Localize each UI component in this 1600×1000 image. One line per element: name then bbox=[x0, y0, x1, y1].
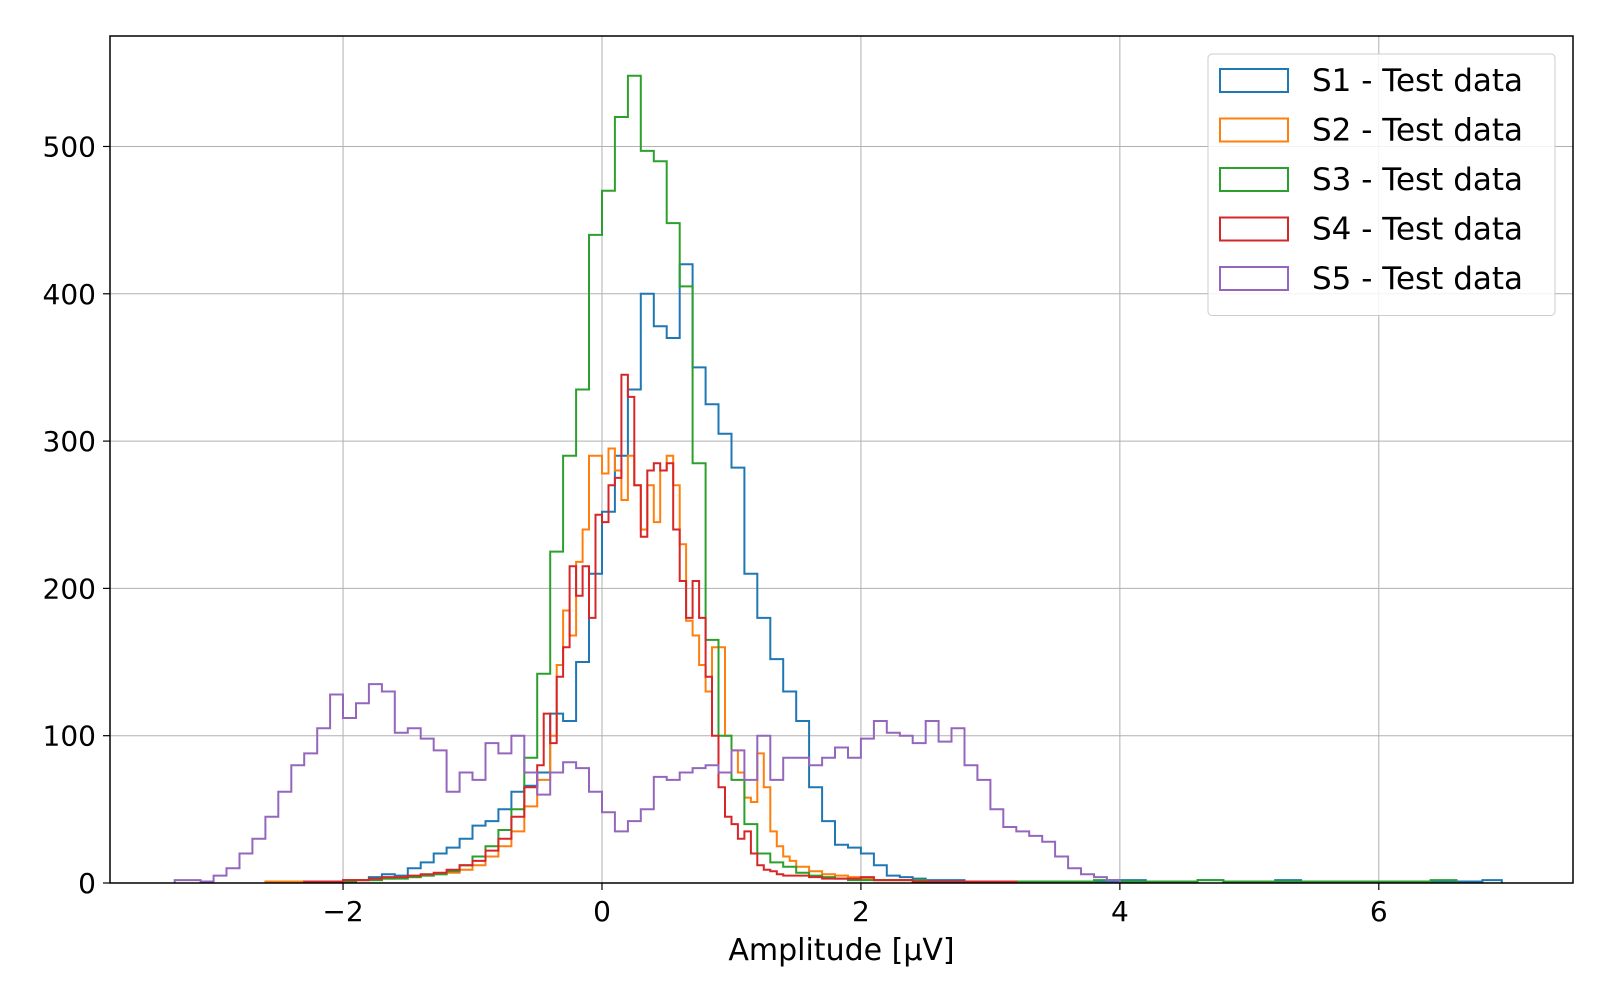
y-tick-label: 100 bbox=[43, 720, 96, 753]
y-tick-label: 500 bbox=[43, 130, 96, 163]
y-tick-label: 200 bbox=[43, 572, 96, 605]
legend-entry-label: S1 - Test data bbox=[1312, 63, 1523, 99]
legend: S1 - Test data S2 - Test data S3 - Test da… bbox=[1207, 53, 1556, 316]
x-tick-label: 6 bbox=[1370, 895, 1388, 928]
x-tick-label: 0 bbox=[593, 895, 611, 928]
legend-swatch bbox=[1219, 68, 1289, 93]
histogram-series bbox=[173, 74, 1503, 883]
axis-ticks: −2 0 2 4 6 0 100 200 300 400 500 bbox=[43, 130, 1388, 928]
series-1-histogram bbox=[290, 263, 1503, 883]
x-axis-label: Amplitude [μV] bbox=[728, 933, 954, 968]
x-tick-label: −2 bbox=[322, 895, 363, 928]
series-4-histogram bbox=[303, 373, 1018, 883]
y-tick-label: 0 bbox=[78, 867, 96, 900]
legend-entry-label: S5 - Test data bbox=[1312, 261, 1523, 297]
y-tick-label: 400 bbox=[43, 278, 96, 311]
legend-entry-label: S4 - Test data bbox=[1312, 212, 1523, 248]
legend-box bbox=[1207, 53, 1556, 316]
y-tick-label: 300 bbox=[43, 425, 96, 458]
legend-swatch bbox=[1219, 266, 1289, 291]
legend-swatch bbox=[1219, 167, 1289, 192]
legend-swatch bbox=[1219, 216, 1289, 242]
series-5-histogram bbox=[173, 683, 1121, 883]
legend-entry-label: S2 - Test data bbox=[1312, 113, 1523, 149]
x-tick-label: 4 bbox=[1111, 895, 1129, 928]
series-2-histogram bbox=[264, 447, 992, 883]
x-tick-label: 2 bbox=[852, 895, 870, 928]
legend-swatch bbox=[1219, 117, 1289, 143]
legend-entry-label: S3 - Test data bbox=[1312, 162, 1523, 198]
plot-frame bbox=[109, 35, 1574, 884]
